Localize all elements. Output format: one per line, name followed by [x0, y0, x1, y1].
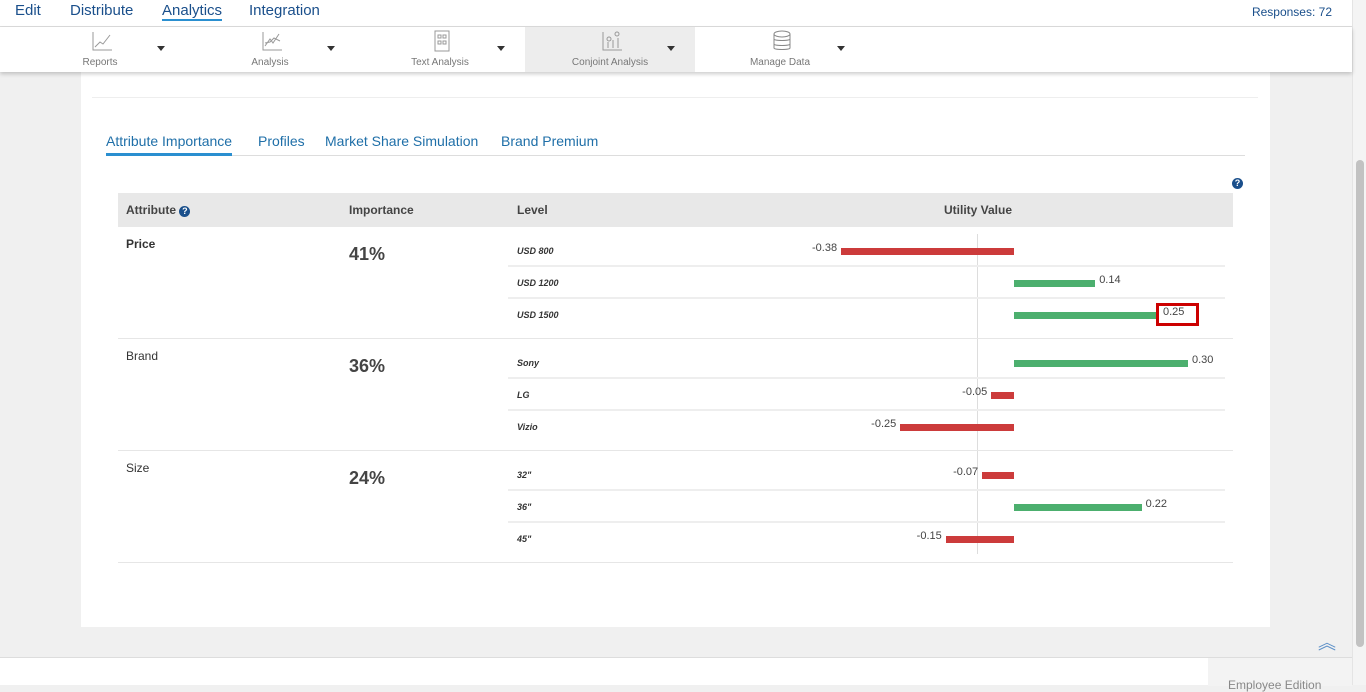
- level-name: 32": [517, 470, 532, 480]
- positive-utility-bar: [1014, 504, 1142, 511]
- help-icon[interactable]: ?: [179, 206, 191, 217]
- toolbar-conjoint-analysis[interactable]: Conjoint Analysis: [525, 27, 695, 72]
- utility-value-label: -0.38: [812, 242, 838, 254]
- scrollbar-thumb[interactable]: [1356, 160, 1364, 647]
- level-name: Sony: [517, 358, 540, 368]
- toolbar-analysis[interactable]: Analysis: [185, 27, 355, 72]
- attribute-name: Price: [126, 237, 156, 251]
- toolbar-label: Text Analysis: [411, 57, 469, 68]
- positive-utility-bar: [1014, 360, 1188, 367]
- level-row: 36" 0.22: [508, 491, 1225, 523]
- attribute-section: Price 41% USD 800 -0.38 USD 1200 0.14 USD…: [118, 227, 1233, 339]
- level-row: USD 800 -0.38: [508, 235, 1225, 267]
- multi-line-chart-icon: [262, 32, 282, 51]
- level-row: Vizio -0.25: [508, 411, 1225, 443]
- line-chart-icon: [92, 32, 112, 51]
- conjoint-card: Attribute Importance Profiles Market Sha…: [81, 60, 1270, 627]
- zero-axis-line: [977, 234, 978, 554]
- level-row: 32" -0.07: [508, 459, 1225, 491]
- level-name: USD 1200: [517, 278, 559, 288]
- chevron-down-icon[interactable]: [157, 46, 165, 51]
- negative-utility-bar: [841, 248, 1014, 255]
- utility-value-label: -0.07: [953, 466, 979, 478]
- negative-utility-bar: [945, 536, 1014, 543]
- analysis-tabs: Attribute Importance Profiles Market Sha…: [106, 133, 1245, 156]
- footer: Employee Edition: [0, 657, 1352, 692]
- tab-profiles[interactable]: Profiles: [258, 133, 305, 149]
- edition-label: Employee Edition: [1208, 658, 1352, 692]
- toolbar-label: Conjoint Analysis: [571, 57, 649, 68]
- scroll-to-top-icon[interactable]: ︽: [1318, 633, 1336, 653]
- importance-value: 36%: [349, 356, 386, 376]
- importance-value: 41%: [349, 244, 386, 264]
- nav-analytics[interactable]: Analytics: [162, 2, 223, 21]
- attribute-section: Brand 36% Sony 0.30 LG -0.05 Vizio -0.25: [118, 339, 1233, 451]
- level-row: Sony 0.30: [508, 347, 1225, 379]
- header-utility-value: Utility Value: [944, 203, 1013, 217]
- positive-utility-bar: [1014, 280, 1096, 287]
- utility-value-label: 0.25: [1163, 306, 1185, 318]
- utility-value-label: -0.15: [916, 530, 942, 542]
- toolbar-reports[interactable]: Reports: [15, 27, 185, 72]
- attribute-section: Size 24% 32" -0.07 36" 0.22 45" -0.15: [118, 451, 1233, 563]
- attribute-name: Brand: [126, 349, 159, 363]
- importance-value: 24%: [349, 468, 386, 488]
- level-name: LG: [517, 390, 530, 400]
- responses-count: Responses: 72: [1251, 5, 1332, 19]
- utility-value-label: -0.25: [871, 418, 897, 430]
- level-row: LG -0.05: [508, 379, 1225, 411]
- toolbar-manage-data[interactable]: Manage Data: [695, 27, 865, 72]
- tab-market-share-simulation[interactable]: Market Share Simulation: [325, 133, 479, 149]
- toolbar-text-analysis[interactable]: Text Analysis: [355, 27, 525, 72]
- toolbar-label: Reports: [82, 57, 118, 68]
- nav-distribute[interactable]: Distribute: [70, 2, 134, 19]
- analytics-toolbar: Reports Analysis Text Analysis Conjoint …: [0, 27, 1352, 72]
- utility-value-label: -0.05: [962, 386, 988, 398]
- toolbar-label: Analysis: [251, 57, 289, 68]
- level-row: USD 1200 0.14: [508, 267, 1225, 299]
- scrollbar[interactable]: [1352, 0, 1366, 685]
- table-header: Attribute ? Importance Level Utility Val…: [118, 193, 1233, 227]
- scatter-chart-icon: [602, 31, 622, 51]
- divider: [92, 97, 1258, 98]
- highlight-box: [1156, 303, 1199, 326]
- attribute-name: Size: [126, 461, 150, 475]
- utility-value-label: 0.22: [1145, 498, 1168, 510]
- tab-brand-premium[interactable]: Brand Premium: [501, 133, 599, 149]
- level-name: 36": [517, 502, 532, 512]
- toolbar-label: Manage Data: [749, 57, 811, 68]
- negative-utility-bar: [982, 472, 1014, 479]
- database-icon: [773, 30, 791, 50]
- help-icon[interactable]: ?: [1232, 178, 1243, 189]
- negative-utility-bar: [900, 424, 1014, 431]
- chevron-down-icon[interactable]: [667, 46, 675, 51]
- nav-edit[interactable]: Edit: [15, 2, 41, 19]
- negative-utility-bar: [991, 392, 1014, 399]
- level-name: USD 1500: [517, 310, 559, 320]
- top-nav: Edit Distribute Analytics Integration Re…: [0, 0, 1352, 27]
- document-grid-icon: [434, 30, 450, 52]
- level-row: USD 1500 0.25: [508, 299, 1225, 331]
- level-row: 45" -0.15: [508, 523, 1225, 555]
- nav-integration[interactable]: Integration: [249, 2, 320, 19]
- tab-attribute-importance[interactable]: Attribute Importance: [106, 133, 233, 156]
- chevron-down-icon[interactable]: [327, 46, 335, 51]
- chevron-down-icon[interactable]: [837, 46, 845, 51]
- header-importance: Importance: [349, 203, 414, 217]
- positive-utility-bar: [1014, 312, 1159, 319]
- level-name: Vizio: [517, 422, 538, 432]
- chevron-down-icon[interactable]: [497, 46, 505, 51]
- level-name: USD 800: [517, 246, 554, 256]
- header-level: Level: [517, 203, 548, 217]
- header-attribute: Attribute ?: [126, 203, 191, 217]
- level-name: 45": [517, 534, 532, 544]
- utility-value-label: 0.30: [1192, 354, 1214, 366]
- utility-value-label: 0.14: [1099, 274, 1121, 286]
